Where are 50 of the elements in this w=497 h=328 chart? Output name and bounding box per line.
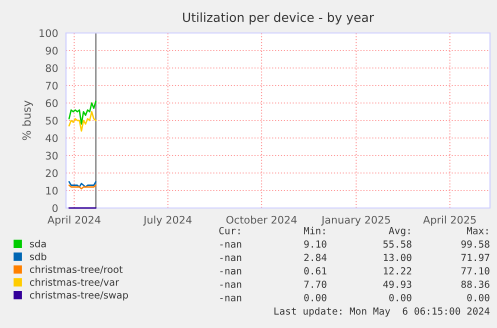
legend-label: sda [30,240,46,248]
x-tick-label: July 2024 [143,216,192,226]
text: -nan [220,268,242,275]
text: 7.70 [304,280,326,288]
y-axis-title: % busy [22,100,33,140]
text: -nan [220,242,242,248]
y-tick-label: 40 [46,134,58,142]
text: 55.58 [383,240,412,248]
y-tick-label: 50 [46,116,58,125]
y-tick-label: 90 [46,46,58,55]
text: Cur: [219,226,240,234]
text: 12.22 [384,267,412,274]
text: Avg: [388,227,410,236]
y-tick-label: 10 [46,186,58,195]
text: 2.84 [304,254,327,262]
text: 49.93 [383,280,412,288]
text: -nan [220,296,242,302]
y-tick-label: 80 [46,64,58,72]
y-tick-label: 30 [46,152,58,160]
text: -nan [220,282,242,288]
text: 0.00 [389,294,412,302]
x-tick-label: January 2025 [321,216,390,226]
legend-label: sdb [30,252,46,260]
chart-title: Utilization per device - by year [183,12,374,24]
text: 0.00 [304,294,326,302]
text: 71.97 [461,254,490,262]
y-tick-label: 70 [46,82,58,90]
y-tick-label: 100 [40,29,58,38]
x-tick-label: October 2024 [226,216,297,224]
legend-label: christmas-tree/swap [30,291,128,301]
legend-label: christmas-tree/var [30,278,120,287]
text: Min: [304,226,325,234]
y-tick-label: 0 [52,204,58,212]
y-tick-label: 20 [46,169,58,178]
text: 77.10 [461,267,490,275]
text: Last update: Mon May 6 06:15:00 2024 [274,307,490,317]
line-series [68,100,97,125]
text: 13.00 [384,254,412,262]
text: 99.58 [461,240,490,248]
text: 0.00 [467,294,490,302]
x-tick-label: April 2024 [48,216,100,226]
line-series [68,111,97,132]
text: -nan [220,256,242,262]
text: Max: [466,227,488,234]
text: 9.10 [304,240,326,248]
text: 88.36 [461,280,490,288]
y-tick-label: 60 [46,99,58,108]
x-tick-label: April 2025 [423,216,476,226]
text: 0.61 [304,267,326,275]
legend-label: christmas-tree/root [30,266,123,274]
